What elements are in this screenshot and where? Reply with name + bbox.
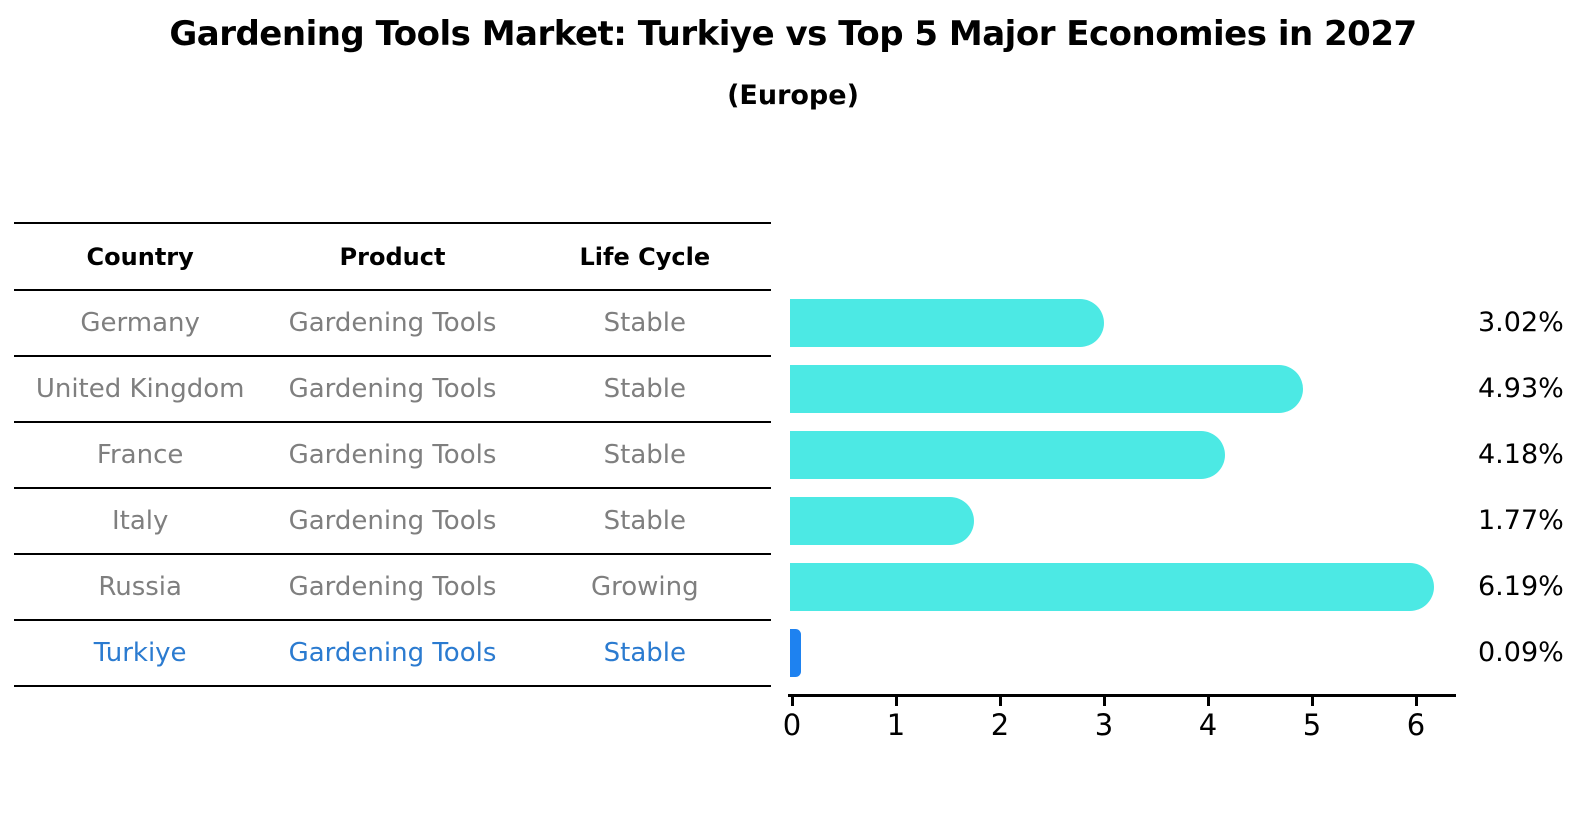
bar-value-label: 4.93% — [1478, 373, 1564, 404]
table-row: Italy Gardening Tools Stable — [14, 489, 771, 555]
table-row-highlighted: Turkiye Gardening Tools Stable — [14, 621, 771, 687]
bar-germany — [790, 299, 1105, 347]
x-tick-label: 3 — [1094, 708, 1114, 742]
country-cell: Turkiye — [93, 638, 187, 668]
x-tick-label: 6 — [1406, 708, 1426, 742]
bar-italy — [790, 497, 975, 545]
product-cell: Gardening Tools — [288, 506, 497, 536]
table-row: Russia Gardening Tools Growing — [14, 555, 771, 621]
bar-united-kingdom — [790, 365, 1303, 413]
life-cycle-cell: Stable — [603, 440, 686, 470]
col-header-country: Country — [86, 242, 194, 271]
table-row: Germany Gardening Tools Stable — [14, 291, 771, 357]
x-tick — [1103, 697, 1106, 706]
country-cell: United Kingdom — [35, 374, 245, 404]
x-tick-label: 4 — [1198, 708, 1218, 742]
x-tick-label: 2 — [990, 708, 1010, 742]
life-cycle-cell: Stable — [603, 638, 686, 668]
product-cell: Gardening Tools — [288, 572, 497, 602]
bar-france — [790, 431, 1225, 479]
table-row: France Gardening Tools Stable — [14, 423, 771, 489]
country-cell: Germany — [80, 308, 200, 338]
life-cycle-cell: Stable — [603, 506, 686, 536]
col-header-life-cycle: Life Cycle — [579, 242, 711, 271]
bar-value-label: 3.02% — [1478, 307, 1564, 338]
x-tick-label: 5 — [1302, 708, 1322, 742]
product-cell: Gardening Tools — [288, 374, 497, 404]
chart-title: Gardening Tools Market: Turkiye vs Top 5… — [169, 14, 1417, 54]
product-cell: Gardening Tools — [288, 638, 497, 668]
comparison-table: Country Product Life Cycle Germany Garde… — [14, 222, 771, 687]
product-cell: Gardening Tools — [288, 440, 497, 470]
bar-russia — [790, 563, 1434, 611]
table-header-row: Country Product Life Cycle — [14, 224, 771, 291]
x-tick-label: 1 — [886, 708, 906, 742]
x-tick-label: 0 — [782, 708, 802, 742]
country-cell: Italy — [111, 506, 169, 536]
bar-value-label: 6.19% — [1478, 571, 1564, 602]
x-tick — [791, 697, 794, 706]
x-axis — [788, 694, 1456, 697]
country-cell: Russia — [98, 572, 182, 602]
bar-turkiye — [790, 629, 801, 677]
life-cycle-cell: Growing — [590, 572, 699, 602]
x-tick — [999, 697, 1002, 706]
bar-value-label: 4.18% — [1478, 439, 1564, 470]
bar-value-label: 1.77% — [1478, 505, 1564, 536]
col-header-product: Product — [339, 242, 446, 271]
x-tick — [1415, 697, 1418, 706]
country-cell: France — [96, 440, 184, 470]
product-cell: Gardening Tools — [288, 308, 497, 338]
table-row: United Kingdom Gardening Tools Stable — [14, 357, 771, 423]
life-cycle-cell: Stable — [603, 308, 686, 338]
x-tick — [1207, 697, 1210, 706]
chart-subtitle: (Europe) — [727, 80, 859, 111]
bar-value-label: 0.09% — [1478, 637, 1564, 668]
x-tick — [895, 697, 898, 706]
life-cycle-cell: Stable — [603, 374, 686, 404]
x-tick — [1311, 697, 1314, 706]
